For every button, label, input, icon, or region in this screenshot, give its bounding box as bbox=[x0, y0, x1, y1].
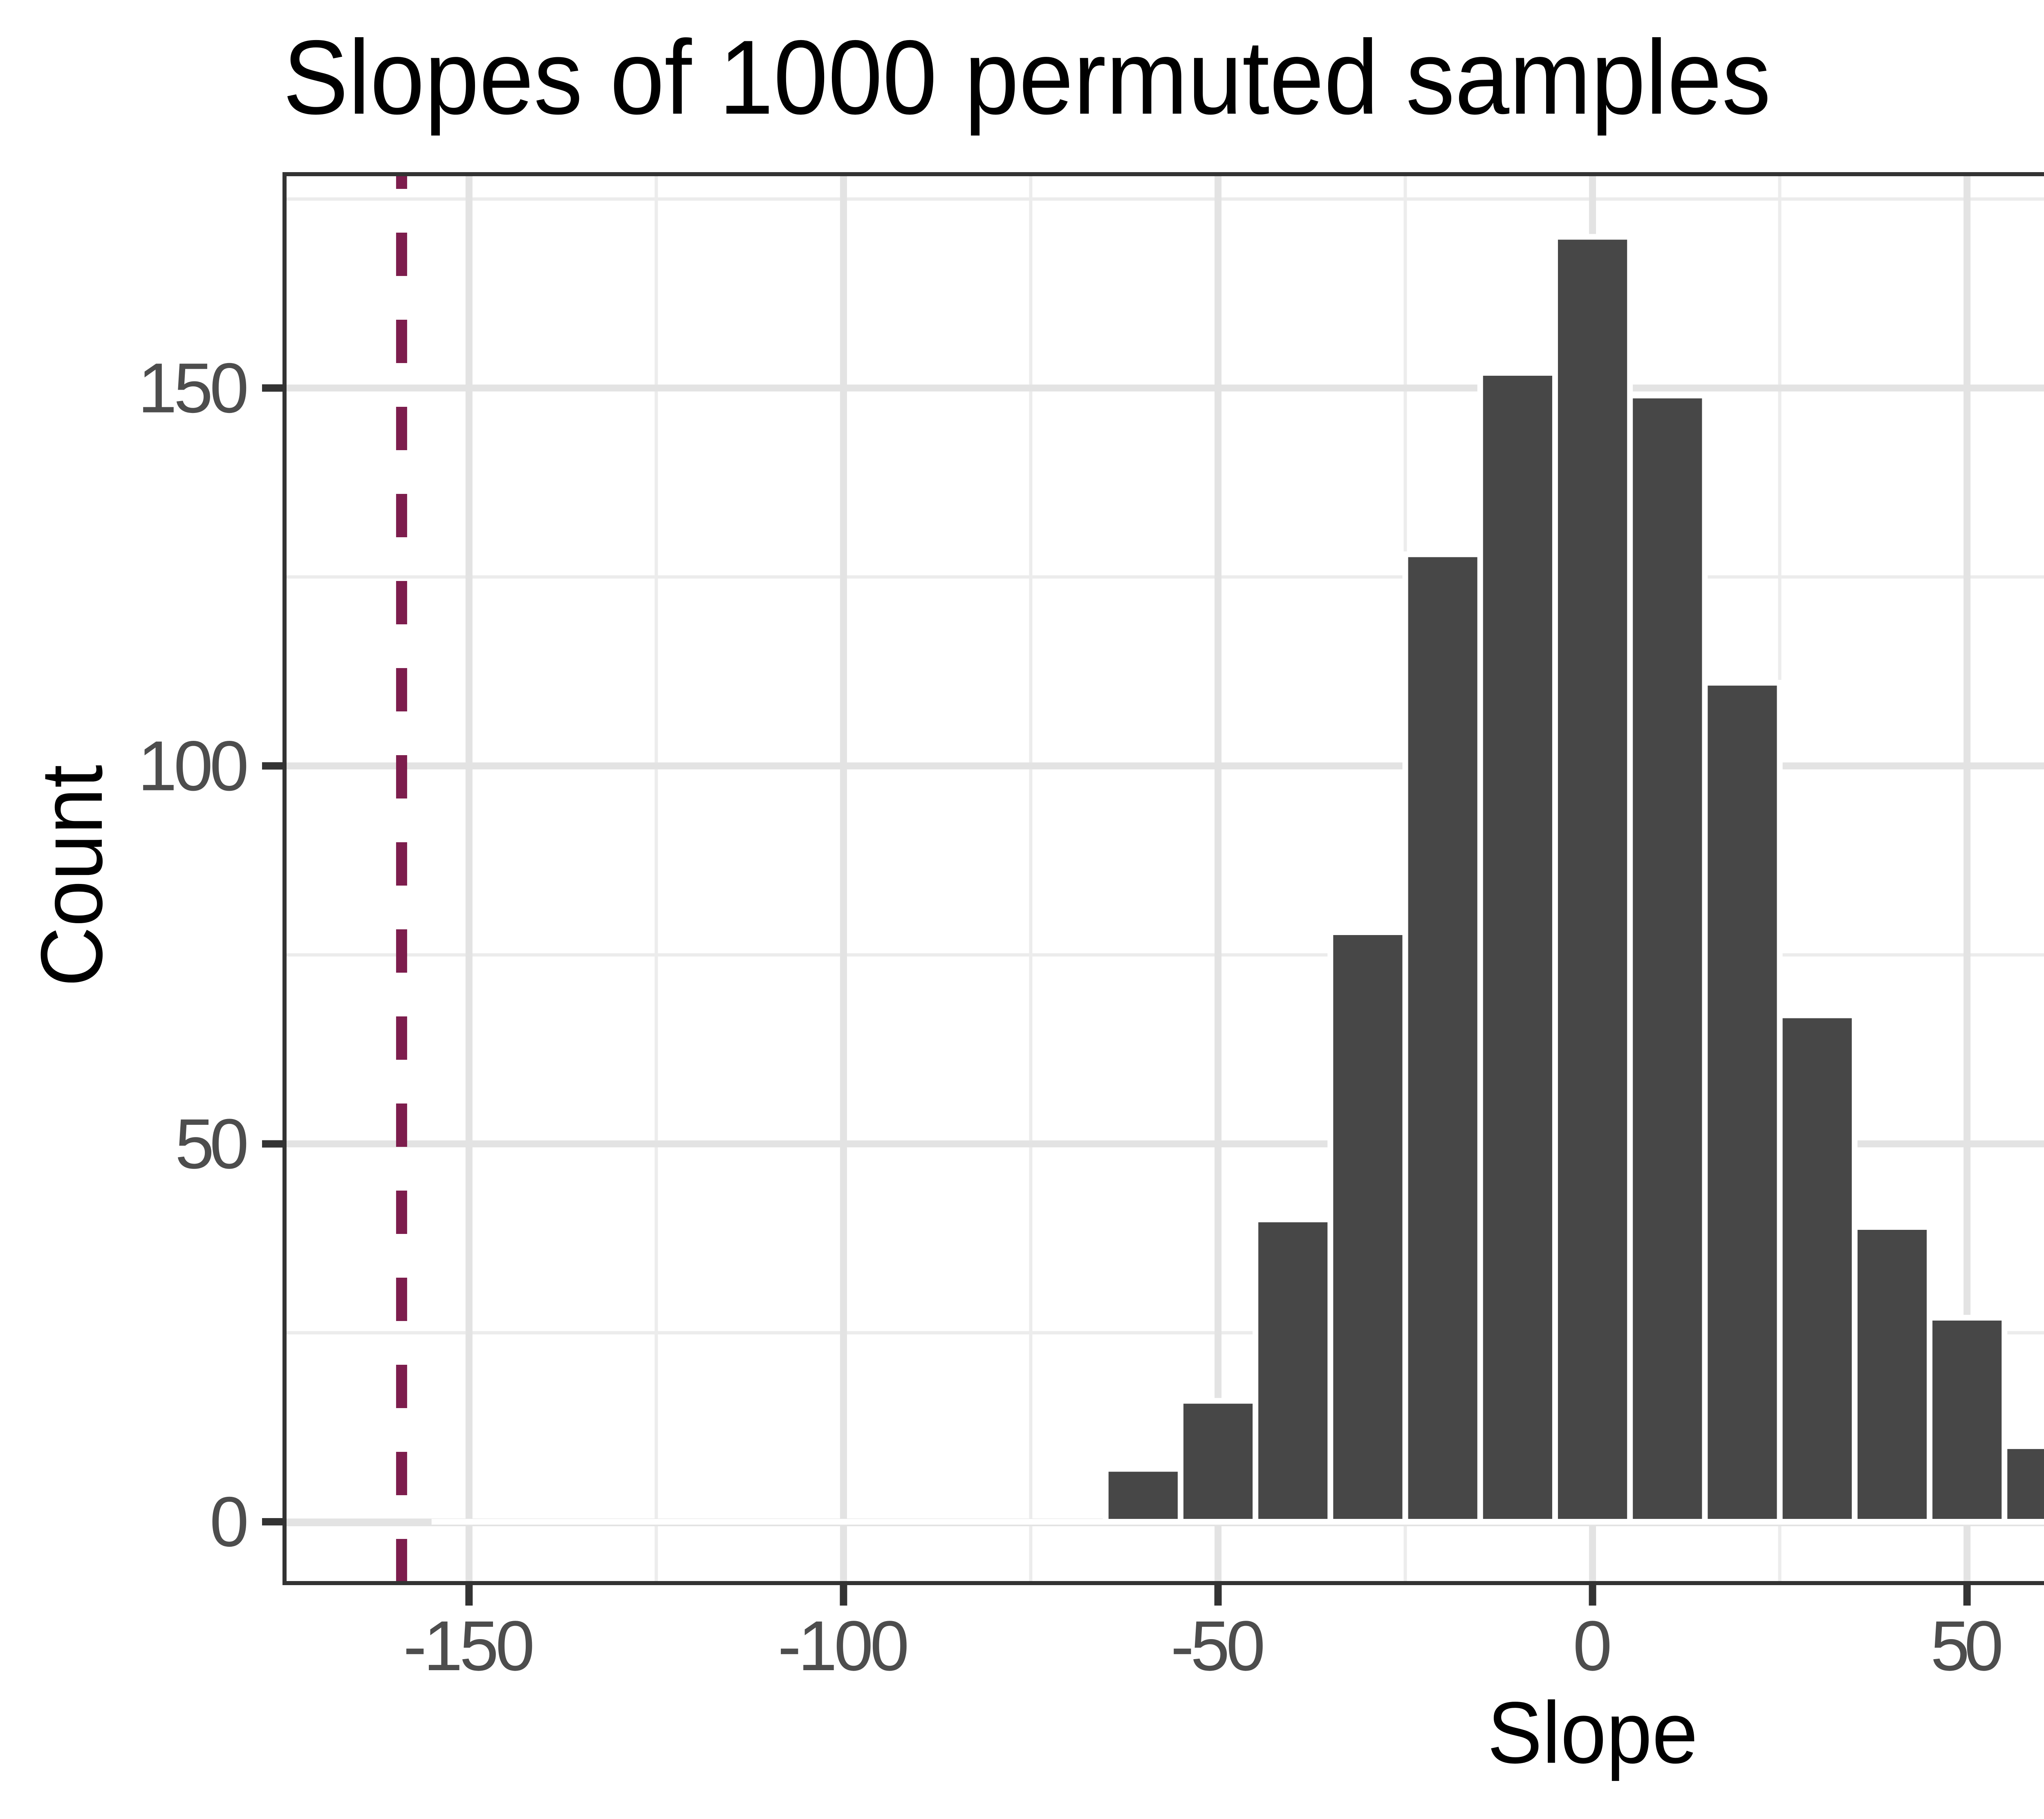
svg-text:50: 50 bbox=[1930, 1606, 2004, 1685]
svg-text:-150: -150 bbox=[403, 1606, 535, 1685]
svg-text:Count: Count bbox=[23, 765, 121, 987]
svg-text:Slope: Slope bbox=[1487, 1684, 1698, 1782]
svg-text:0: 0 bbox=[210, 1482, 249, 1561]
svg-text:100: 100 bbox=[138, 726, 249, 805]
svg-text:-50: -50 bbox=[1171, 1606, 1266, 1685]
svg-text:-100: -100 bbox=[778, 1606, 909, 1685]
svg-text:150: 150 bbox=[138, 348, 249, 428]
svg-text:Slopes of 1000 permuted sample: Slopes of 1000 permuted samples bbox=[283, 18, 1771, 137]
svg-text:50: 50 bbox=[175, 1104, 249, 1183]
svg-text:0: 0 bbox=[1573, 1606, 1612, 1685]
